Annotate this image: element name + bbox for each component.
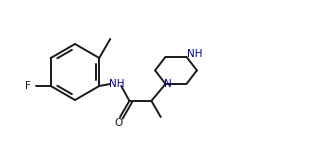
Text: NH: NH: [109, 79, 125, 89]
Text: F: F: [25, 81, 31, 91]
Text: N: N: [164, 79, 171, 89]
Text: NH: NH: [187, 49, 202, 59]
Text: O: O: [114, 118, 122, 128]
